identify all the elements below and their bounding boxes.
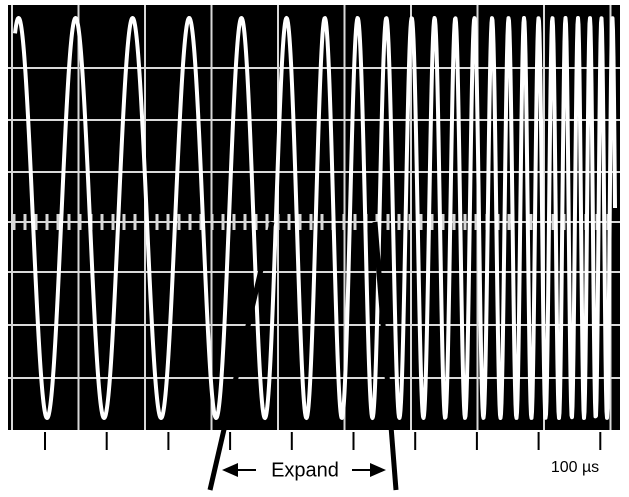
expand-guide-right [372, 221, 399, 491]
time-ticks [44, 432, 602, 450]
expand-label: Expand [271, 459, 339, 481]
expand-arrowhead-left [222, 463, 238, 477]
timebase-label: 100 µs [551, 459, 599, 476]
waveform-trace [13, 16, 617, 420]
expand-guide-left [207, 221, 275, 491]
expand-arrowhead-right [370, 463, 386, 477]
